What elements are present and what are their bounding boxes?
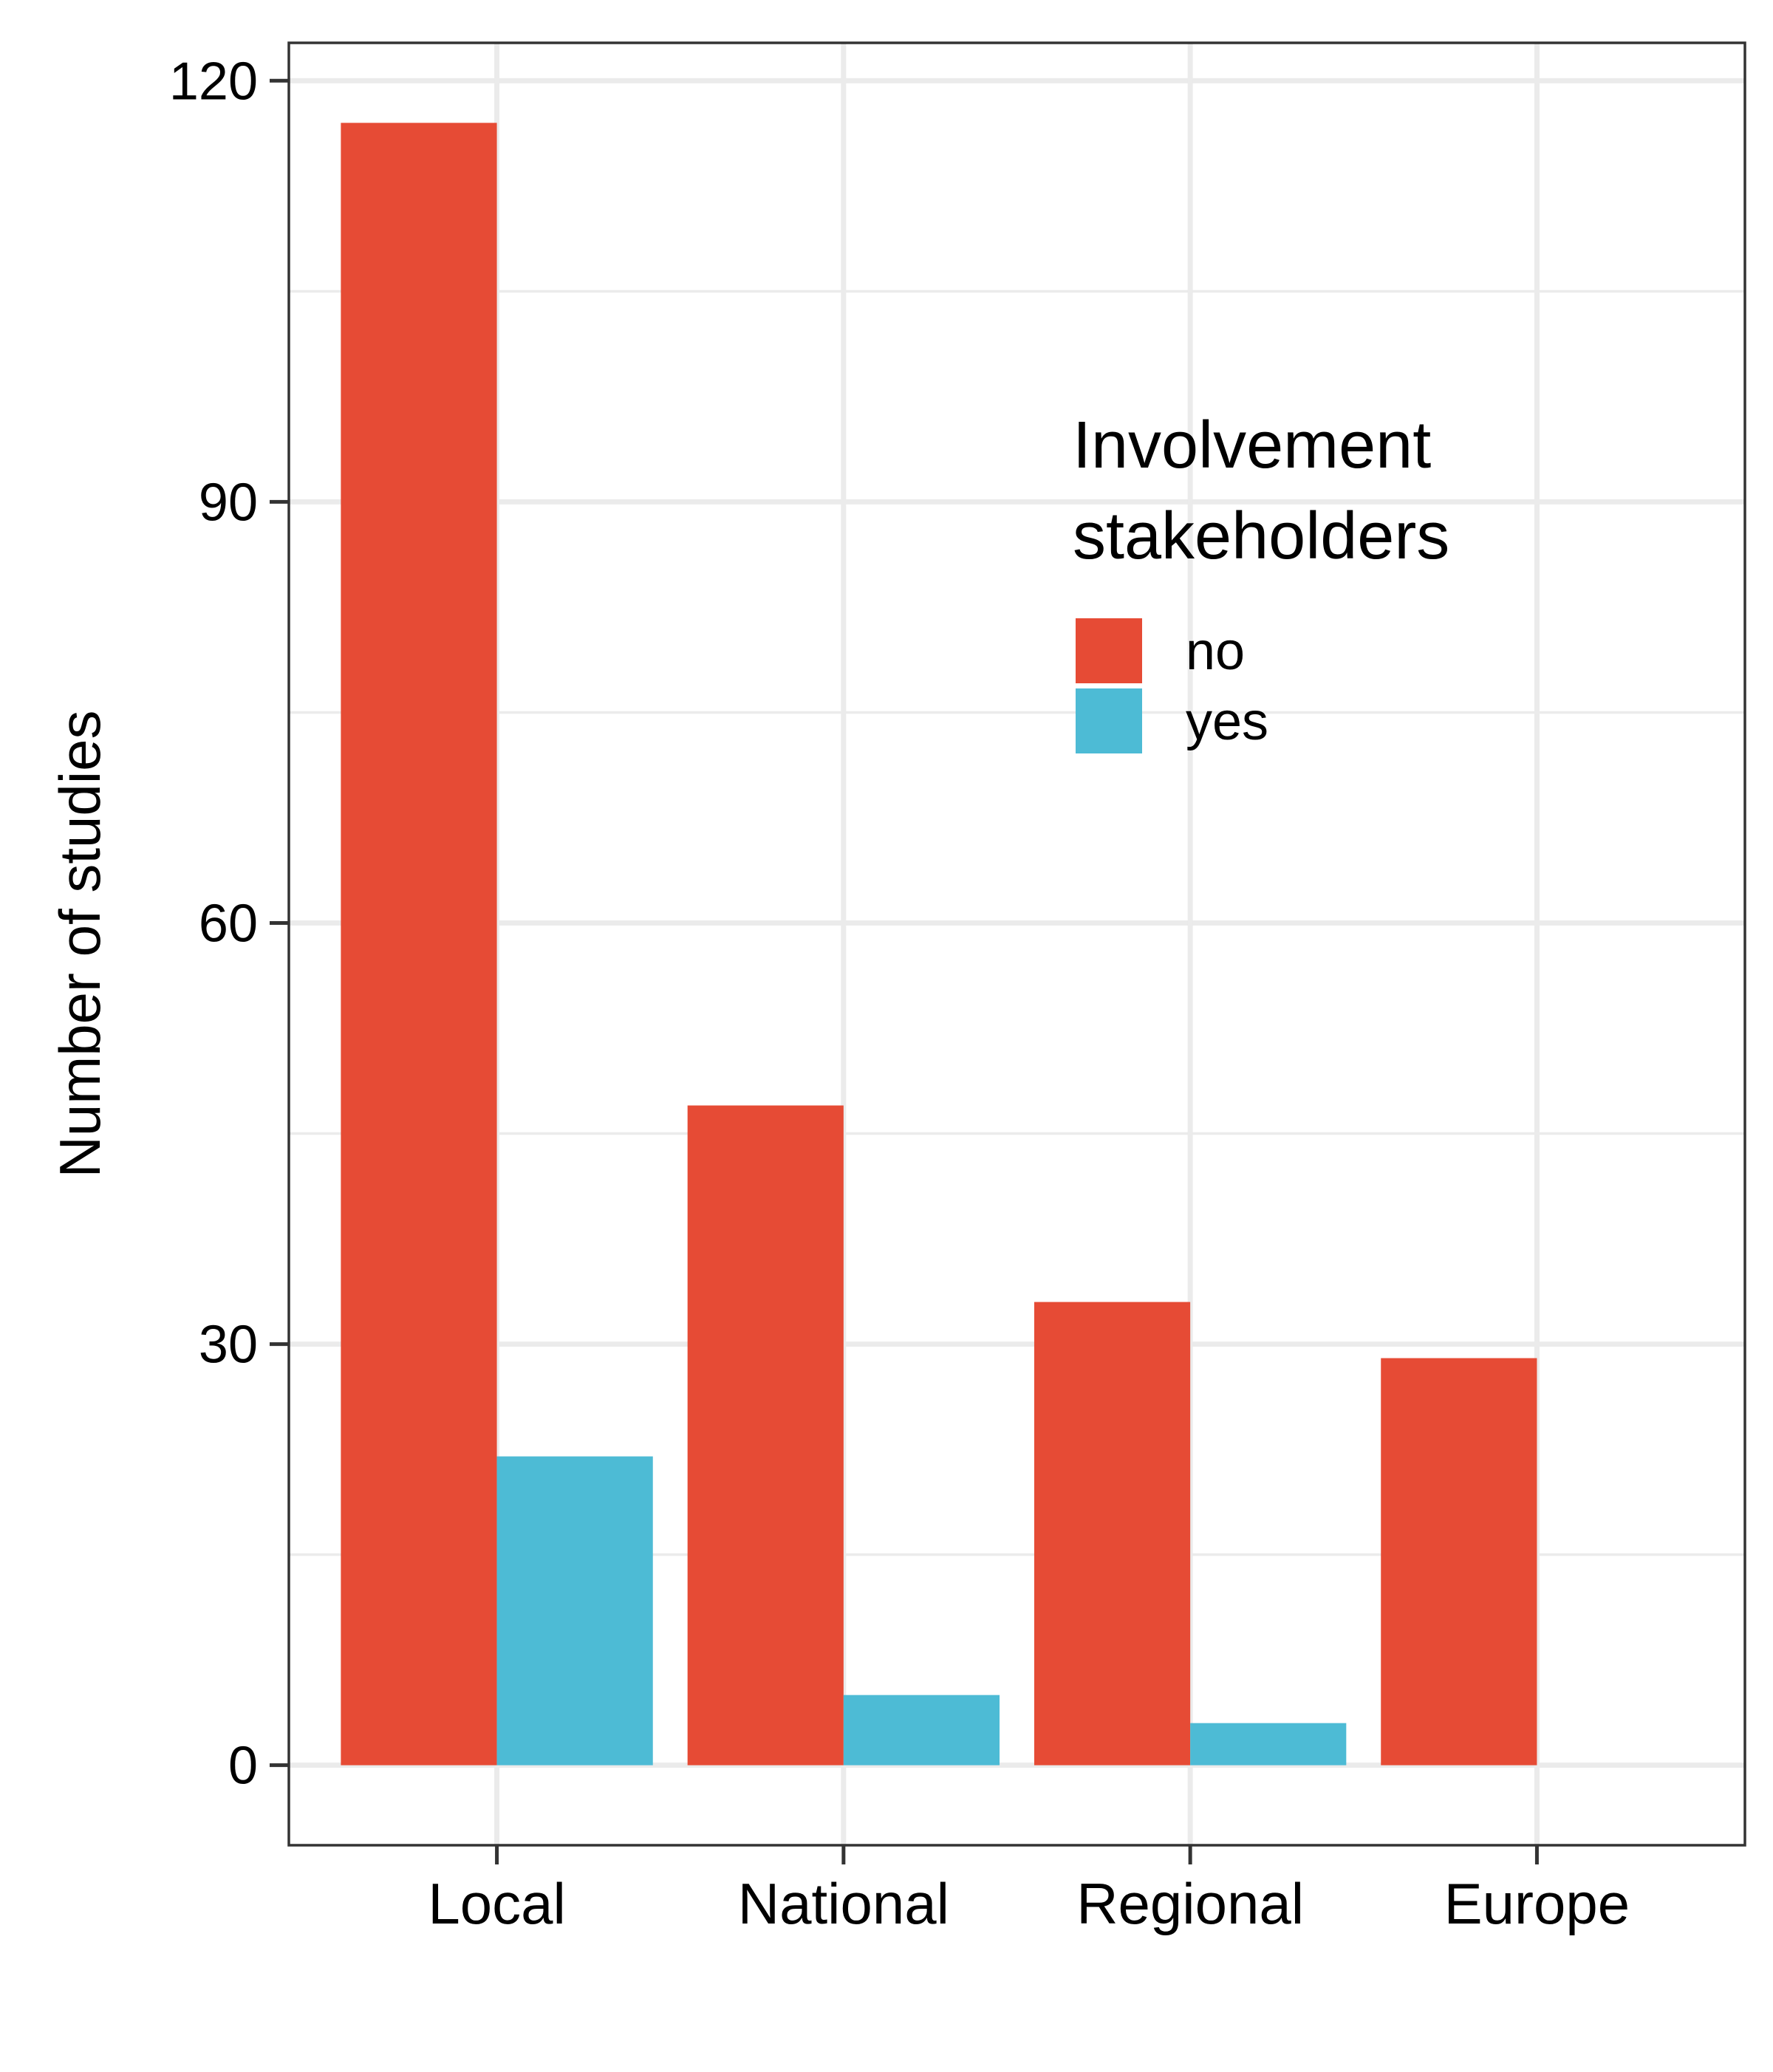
bar-national-yes: [843, 1695, 1000, 1765]
legend-key-no: [1076, 618, 1142, 683]
x-tick-label-national: National: [738, 1871, 949, 1936]
y-axis: 0 30 60 90 120: [169, 52, 289, 1796]
x-tick-label-europe: Europe: [1444, 1871, 1630, 1936]
bar-local-yes: [496, 1456, 653, 1765]
y-tick-label: 60: [199, 894, 258, 953]
y-tick-label: 0: [228, 1737, 258, 1796]
bar-regional-no: [1034, 1302, 1191, 1765]
legend: Involvement stakeholders no yes: [1073, 408, 1449, 753]
legend-title-line-2: stakeholders: [1073, 499, 1449, 573]
bars: [341, 123, 1537, 1765]
legend-title-line-1: Involvement: [1073, 408, 1431, 482]
legend-key-yes: [1076, 688, 1142, 753]
plot-border: [287, 41, 1746, 1847]
bar-regional-yes: [1190, 1723, 1347, 1765]
x-tick-label-regional: Regional: [1076, 1871, 1304, 1936]
legend-label-no: no: [1186, 622, 1245, 681]
x-tick-label-local: Local: [428, 1871, 565, 1936]
legend-label-yes: yes: [1186, 692, 1268, 751]
y-tick-label: 120: [169, 52, 258, 111]
bar-local-no: [341, 123, 497, 1765]
y-axis-title: Number of studies: [47, 711, 112, 1178]
bar-europe-no: [1381, 1358, 1537, 1765]
y-tick-label: 30: [199, 1316, 258, 1375]
y-tick-label: 90: [199, 473, 258, 532]
bar-national-no: [687, 1105, 844, 1765]
x-axis: Local National Regional Europe: [428, 1845, 1630, 1936]
